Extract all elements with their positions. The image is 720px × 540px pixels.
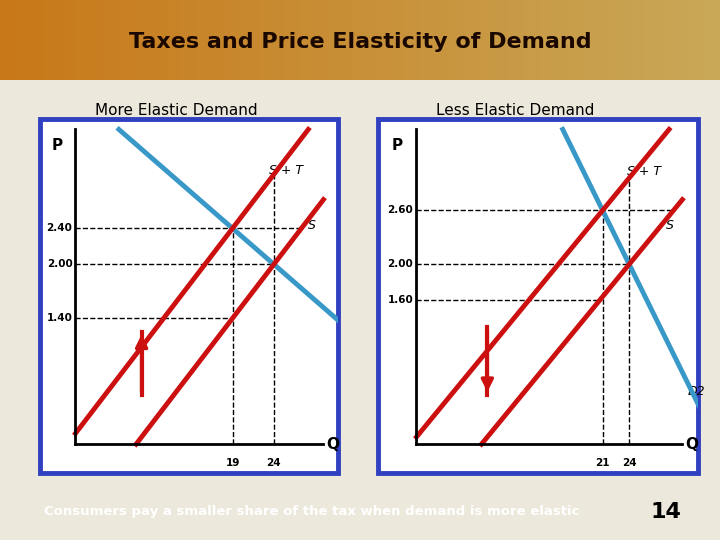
Text: 1.60: 1.60 [387, 295, 413, 305]
Text: 2.60: 2.60 [387, 205, 413, 215]
Text: 2.40: 2.40 [47, 224, 73, 233]
Text: Q: Q [685, 437, 698, 451]
Text: 1.40: 1.40 [47, 313, 73, 323]
Text: S + T: S + T [269, 164, 303, 177]
FancyBboxPatch shape [378, 119, 698, 472]
Text: S: S [666, 219, 674, 232]
Text: 19: 19 [225, 458, 240, 468]
Text: 21: 21 [595, 458, 610, 468]
Text: Less Elastic Demand: Less Elastic Demand [436, 103, 594, 118]
Text: 2.00: 2.00 [47, 259, 73, 269]
Text: 2.00: 2.00 [387, 259, 413, 269]
Text: Q: Q [326, 437, 339, 451]
Text: P: P [52, 138, 63, 153]
Text: P: P [392, 138, 402, 153]
Text: 14: 14 [651, 502, 682, 522]
Text: D1: D1 [438, 416, 456, 429]
Text: 24: 24 [266, 458, 282, 468]
Text: More Elastic Demand: More Elastic Demand [95, 103, 258, 118]
Text: Taxes and Price Elasticity of Demand: Taxes and Price Elasticity of Demand [129, 31, 591, 51]
Text: S + T: S + T [627, 165, 661, 178]
Text: S: S [308, 219, 316, 232]
Text: 24: 24 [622, 458, 636, 468]
Text: D2: D2 [688, 385, 706, 398]
Text: Consumers pay a smaller share of the tax when demand is more elastic: Consumers pay a smaller share of the tax… [44, 505, 579, 518]
FancyBboxPatch shape [40, 119, 338, 472]
